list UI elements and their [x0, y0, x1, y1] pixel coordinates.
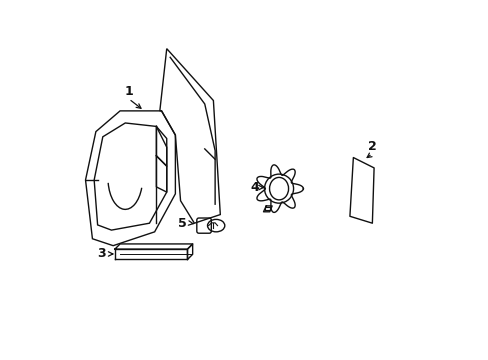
- Text: 3: 3: [97, 247, 105, 260]
- Text: 2: 2: [367, 140, 376, 153]
- Text: 4: 4: [250, 181, 259, 194]
- Text: 5: 5: [178, 217, 186, 230]
- Text: 1: 1: [124, 85, 133, 98]
